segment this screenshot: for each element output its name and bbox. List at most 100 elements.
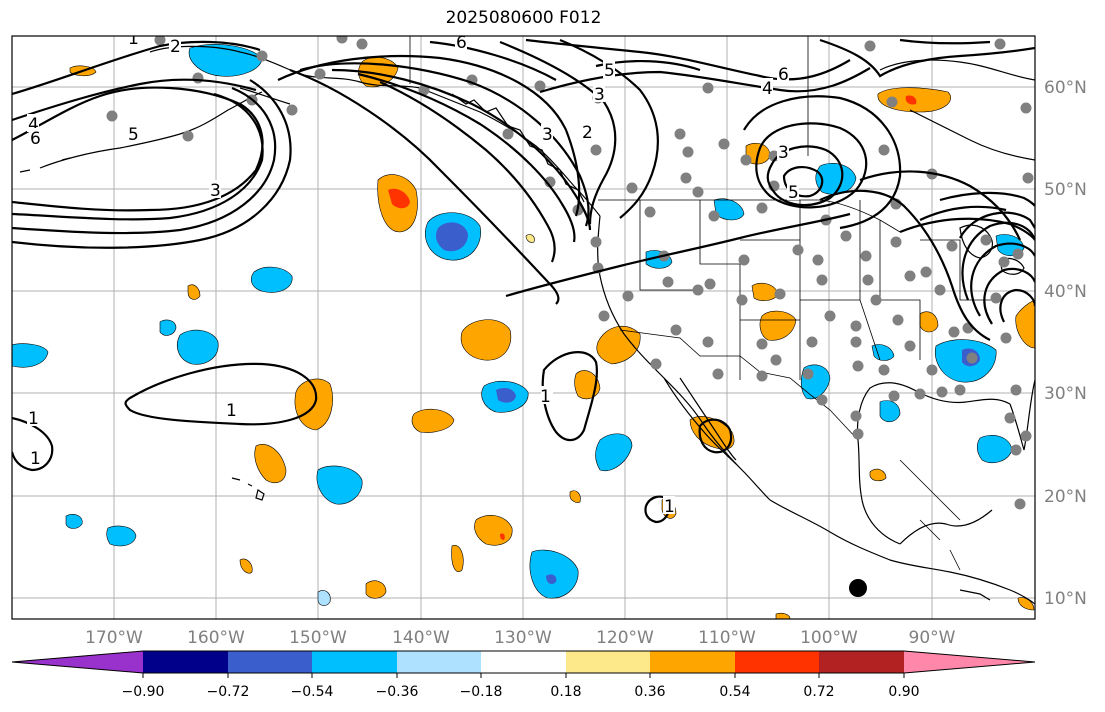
- longitude-label: 120°W: [596, 628, 654, 648]
- latitude-label: 10°N: [1044, 589, 1087, 609]
- contour-label: 1: [664, 497, 675, 517]
- positive-patch: [525, 234, 535, 243]
- contour-label: 3: [594, 85, 605, 105]
- contour-label: 4: [28, 115, 39, 135]
- contour-label: 1: [28, 409, 39, 429]
- positive-patch: [905, 95, 917, 105]
- colorbar-tick-label: −0.54: [291, 684, 334, 700]
- colorbar-tick-label: 0.90: [888, 684, 919, 700]
- positive-patch: [869, 468, 887, 482]
- colorbar-segment: [481, 651, 566, 673]
- latitude-label: 20°N: [1044, 487, 1087, 507]
- positive-patch: [451, 545, 464, 572]
- negative-patch: [496, 388, 516, 403]
- contour-label: 2: [170, 37, 181, 57]
- positive-patch: [460, 319, 512, 361]
- positive-patch: [365, 580, 387, 599]
- negative-patch: [317, 590, 331, 606]
- positive-patch: [411, 408, 455, 433]
- negative-patch: [251, 266, 293, 293]
- contour-label: 3: [778, 143, 789, 163]
- colorbar-segment: [735, 651, 819, 673]
- latitude-label: 60°N: [1044, 78, 1087, 98]
- positive-patch: [254, 444, 287, 483]
- contour-label: 3: [542, 125, 553, 145]
- negative-patch: [106, 525, 137, 547]
- contour-labels: 1 1 1 1 1 1 2 2 3 3 3 3 4 4: [27, 29, 799, 517]
- height-contours: [12, 38, 1035, 524]
- positive-patch: [388, 188, 410, 209]
- longitude-label: 130°W: [494, 628, 552, 648]
- colorbar-tick-label: −0.72: [207, 684, 250, 700]
- contour-label: 6: [456, 33, 467, 53]
- contour-label: 1: [30, 449, 41, 469]
- positive-patch: [187, 284, 201, 300]
- longitude-label: 150°W: [289, 628, 347, 648]
- negative-patch: [871, 344, 895, 361]
- contour-label: 6: [778, 65, 789, 85]
- marker-dot: [849, 579, 867, 597]
- negative-patch: [316, 465, 363, 505]
- colorbar-tick-label: −0.36: [376, 684, 419, 700]
- longitude-label: 110°W: [698, 628, 756, 648]
- positive-patch: [759, 310, 797, 341]
- positive-patch: [596, 325, 641, 365]
- negative-patch: [713, 198, 745, 221]
- negative-patch: [879, 400, 901, 423]
- colorbar-tick-label: 0.36: [634, 684, 665, 700]
- colorbar-segment: [397, 651, 481, 673]
- colorbar-segment: [904, 651, 1035, 673]
- negative-patch: [976, 435, 1013, 463]
- positive-patch: [919, 311, 939, 333]
- colorbar-segment: [819, 651, 904, 673]
- colorbar-segment: [566, 651, 650, 673]
- colorbar-tick-label: 0.72: [803, 684, 834, 700]
- map-frame: [11, 35, 1036, 620]
- longitude-label: 90°W: [909, 628, 956, 648]
- negative-patch: [546, 574, 557, 584]
- longitude-label: 100°W: [800, 628, 858, 648]
- positive-patch: [500, 533, 505, 540]
- colorbar-segment: [12, 651, 143, 673]
- contour-label: 5: [788, 183, 799, 203]
- contour-label: 1: [226, 401, 237, 421]
- negative-patch: [12, 343, 49, 368]
- colorbar-segment: [312, 651, 397, 673]
- colorbar-tick-label: −0.18: [460, 684, 503, 700]
- contour-label: 1: [540, 387, 551, 407]
- colorbar-tick-label: −0.90: [122, 684, 165, 700]
- latitude-labels: 60°N 50°N 40°N 30°N 20°N 10°N: [1044, 78, 1087, 609]
- contour-label: 1: [128, 29, 139, 49]
- colorbar-segment: [228, 651, 312, 673]
- contour-label: 4: [762, 79, 773, 99]
- contour-label: 2: [582, 123, 593, 143]
- longitude-label: 140°W: [392, 628, 450, 648]
- map-title: 2025080600 F012: [445, 8, 602, 28]
- colorbar-segment: [143, 651, 228, 673]
- colorbar-tick-label: 0.18: [550, 684, 581, 700]
- colorbar-tick-label: 0.54: [719, 684, 750, 700]
- negative-patch: [159, 319, 177, 336]
- negative-patch: [65, 514, 83, 529]
- negative-patch: [595, 433, 633, 472]
- positive-patch: [1017, 597, 1035, 611]
- negative-patch: [177, 329, 219, 365]
- latitude-label: 40°N: [1044, 282, 1087, 302]
- colorbar-segment: [650, 651, 735, 673]
- positive-patch: [569, 490, 581, 503]
- positive-patch: [239, 558, 253, 574]
- negative-patch: [529, 549, 579, 599]
- negative-patch: [436, 222, 468, 252]
- longitude-label: 170°W: [85, 628, 143, 648]
- colorbar: −0.90 −0.72 −0.54 −0.36 −0.18 0.18 0.36 …: [11, 650, 1036, 700]
- latitude-label: 50°N: [1044, 180, 1087, 200]
- contour-label: 5: [128, 125, 139, 145]
- longitude-labels: 170°W 160°W 150°W 140°W 130°W 120°W 110°…: [85, 628, 956, 648]
- contour-label: 6: [30, 129, 41, 149]
- latitude-label: 30°N: [1044, 384, 1087, 404]
- longitude-label: 160°W: [187, 628, 245, 648]
- positive-patch: [1015, 299, 1035, 349]
- contour-label: 5: [604, 61, 615, 81]
- positive-patch: [775, 612, 791, 619]
